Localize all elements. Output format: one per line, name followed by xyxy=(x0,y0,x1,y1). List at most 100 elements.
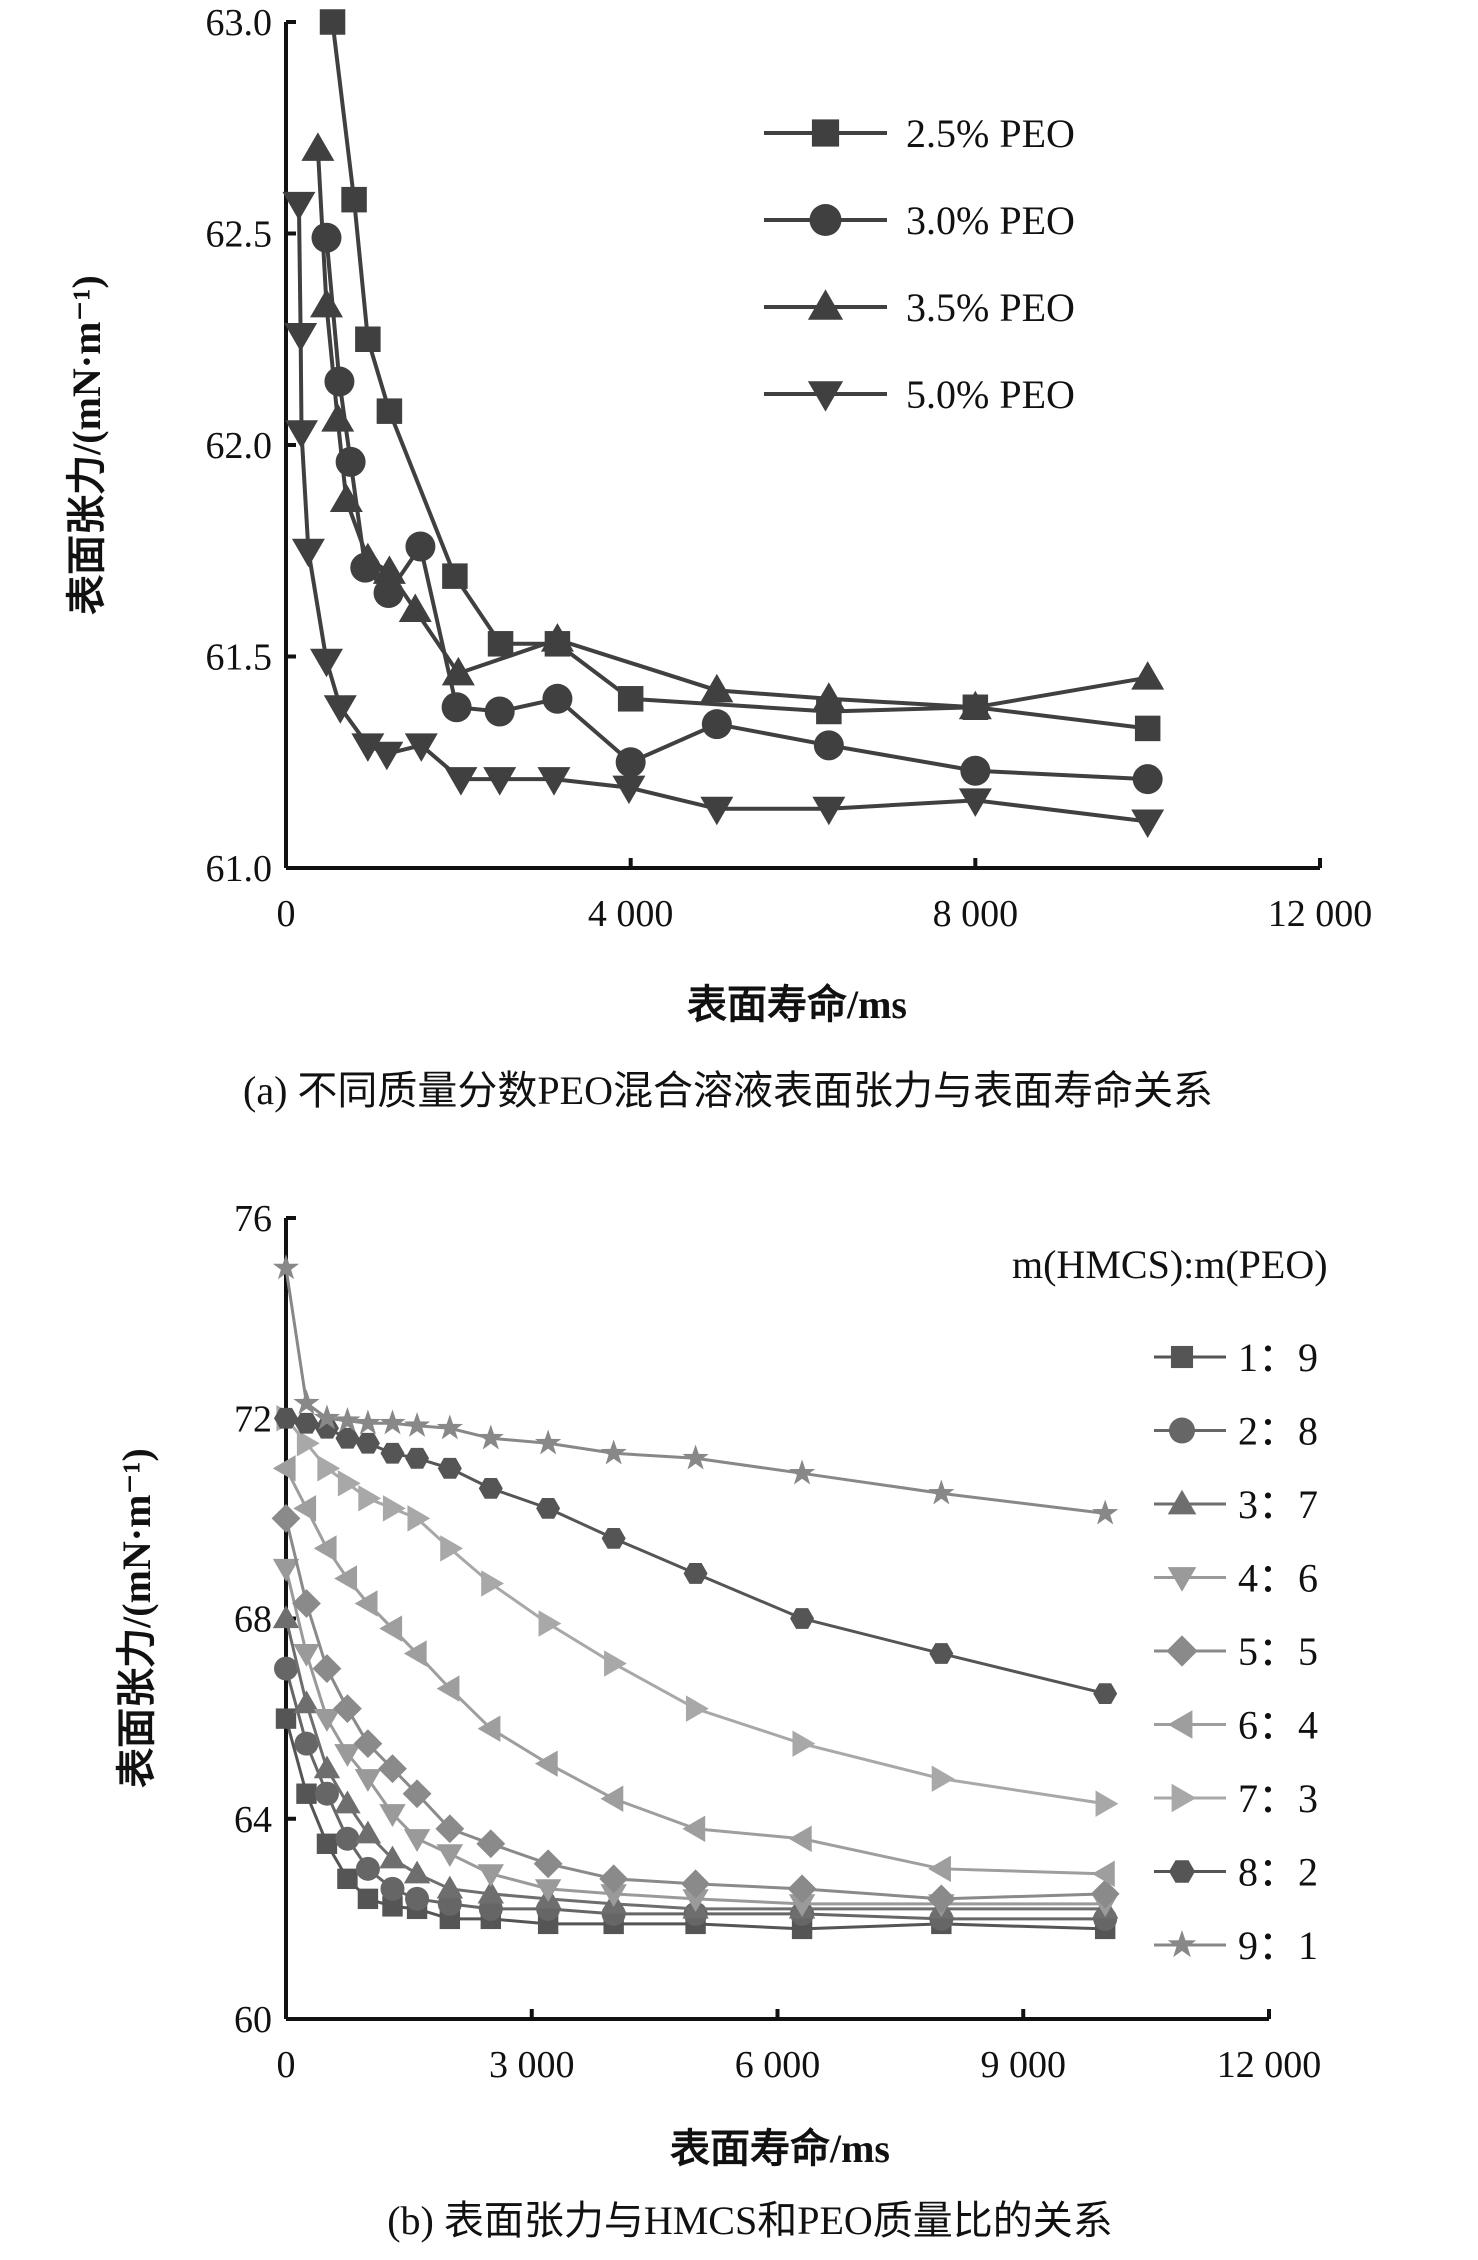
data-point xyxy=(812,796,846,826)
data-point xyxy=(788,1894,816,1918)
data-point xyxy=(403,1860,431,1884)
x-tick-label: 3 000 xyxy=(489,2044,575,2086)
chart-caption: (b) 表面张力与HMCS和PEO质量比的关系 xyxy=(387,2198,1113,2243)
data-point xyxy=(788,1459,816,1485)
data-point xyxy=(379,1409,406,1435)
data-point xyxy=(812,682,846,711)
legend-label: 5：5 xyxy=(1238,1629,1318,1674)
chart-b: 60 64 68 72 76 0 3 000 6 000 9 000 12 000 表面寿命/ms 表… xyxy=(114,1198,1328,2243)
legend-marker xyxy=(1167,1930,1197,1958)
data-point xyxy=(292,1589,321,1618)
y-tick-label: 68 xyxy=(234,1599,272,1641)
series-line xyxy=(324,237,1148,782)
series-8-2 xyxy=(274,1407,1118,1704)
data-point xyxy=(341,186,367,213)
series-7-3 xyxy=(276,1405,1119,1817)
data-point xyxy=(1092,1499,1119,1525)
series-2-5-PEO xyxy=(319,9,1161,742)
data-point xyxy=(272,1254,300,1280)
data-point xyxy=(334,1790,361,1814)
data-point xyxy=(296,1430,320,1457)
data-point xyxy=(313,1709,341,1732)
data-point xyxy=(404,733,438,762)
data-point xyxy=(405,531,436,562)
data-point xyxy=(477,1424,504,1450)
data-point xyxy=(958,788,992,817)
data-point xyxy=(312,1654,342,1683)
data-point xyxy=(354,1769,382,1792)
y-tick-label: 61.5 xyxy=(206,637,273,679)
data-point xyxy=(370,741,404,771)
legend-marker xyxy=(1167,1567,1197,1592)
legend-item: 3.5% PEO xyxy=(764,285,1075,330)
series-line xyxy=(284,1267,1106,1515)
data-point xyxy=(296,1783,317,1804)
data-point xyxy=(476,1829,506,1859)
legend-marker xyxy=(1169,1860,1195,1883)
x-tick-label: 0 xyxy=(277,2044,296,2086)
data-point xyxy=(271,1503,301,1533)
x-axis-label: 表面寿命/ms xyxy=(687,982,907,1027)
data-point xyxy=(403,1640,427,1667)
data-point xyxy=(683,1563,708,1584)
legend-label: 7：3 xyxy=(1238,1776,1318,1821)
legend-label: 3：7 xyxy=(1238,1482,1318,1527)
data-point xyxy=(477,1864,504,1888)
y-tick-label: 64 xyxy=(234,1799,272,1841)
legend-label: 2.5% PEO xyxy=(906,111,1075,156)
legend-marker xyxy=(809,204,842,236)
data-point xyxy=(293,1389,320,1415)
data-point xyxy=(534,1750,558,1777)
data-point xyxy=(1095,1790,1119,1817)
legend-marker xyxy=(1167,1489,1197,1515)
data-point xyxy=(317,1455,341,1482)
legend-marker xyxy=(1170,1345,1194,1369)
x-tick-label: 4 000 xyxy=(588,893,674,935)
legend-item: 3：7 xyxy=(1154,1482,1318,1527)
data-point xyxy=(440,1535,464,1562)
data-point xyxy=(682,1815,706,1842)
y-tick-label: 76 xyxy=(234,1198,272,1240)
data-point xyxy=(316,1833,338,1854)
data-point xyxy=(351,733,385,762)
x-tick-label: 8 000 xyxy=(933,893,1019,935)
series-5-5 xyxy=(271,1503,1120,1914)
data-point xyxy=(337,1868,358,1890)
data-point xyxy=(931,1765,955,1792)
y-tick-label: 62.5 xyxy=(206,214,273,256)
x-tick-label: 12 000 xyxy=(1268,893,1373,935)
data-point xyxy=(274,1656,298,1681)
data-point xyxy=(285,420,319,449)
legend-label: 1：9 xyxy=(1238,1335,1318,1380)
legend-title: m(HMCS):m(PEO) xyxy=(1012,1242,1328,1287)
data-point xyxy=(437,1457,462,1479)
data-point xyxy=(700,796,734,826)
legend-label: 5.0% PEO xyxy=(906,372,1075,417)
data-point xyxy=(379,1615,403,1642)
series-9-1 xyxy=(272,1254,1119,1525)
y-tick-label: 60 xyxy=(234,1999,272,2041)
data-point xyxy=(379,1804,406,1827)
data-point xyxy=(275,1708,297,1729)
data-point xyxy=(274,1407,298,1429)
data-point xyxy=(534,1879,562,1903)
series-4-6 xyxy=(272,1558,1119,1918)
data-point xyxy=(398,593,432,622)
x-tick-label: 12 000 xyxy=(1217,2044,1322,2086)
legend-item: 3.0% PEO xyxy=(764,198,1075,243)
data-point xyxy=(1090,1879,1120,1909)
data-point xyxy=(323,695,357,724)
data-point xyxy=(682,1444,709,1470)
data-point xyxy=(272,1605,300,1629)
data-point xyxy=(380,1876,405,1901)
data-point xyxy=(319,9,346,35)
data-point xyxy=(533,1849,563,1879)
data-point xyxy=(926,1884,956,1914)
data-point xyxy=(1091,1860,1115,1888)
data-point xyxy=(483,767,517,796)
legend-marker xyxy=(1171,1783,1197,1813)
data-point xyxy=(321,403,355,432)
y-tick-label: 61.0 xyxy=(206,848,273,890)
data-point xyxy=(928,1479,955,1505)
data-point xyxy=(334,1744,361,1767)
